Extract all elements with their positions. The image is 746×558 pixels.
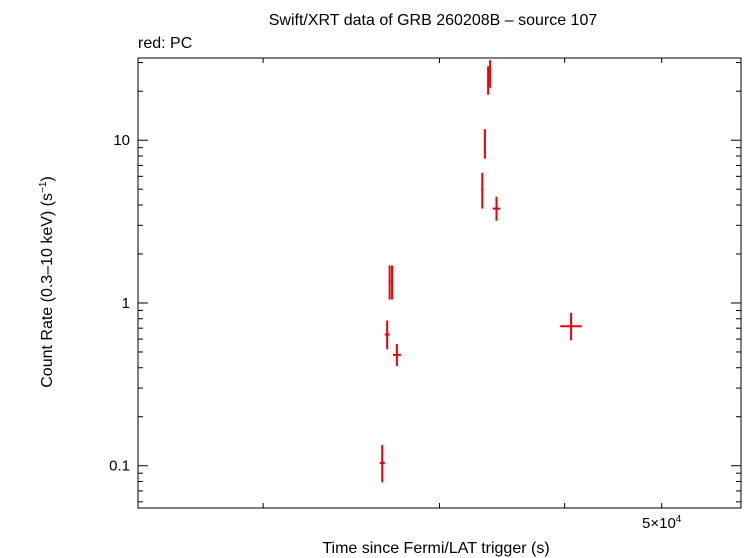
data-point xyxy=(481,172,484,209)
x-axis-label: Time since Fermi/LAT trigger (s) xyxy=(322,540,549,557)
y-tick-label: 0.1 xyxy=(109,458,130,475)
y-axis-label-sup: −1 xyxy=(38,181,49,193)
y-axis-label-main: Count Rate (0.3–10 keV) (s xyxy=(39,193,56,388)
data-series-pc xyxy=(379,60,582,483)
y-axis-label: Count Rate (0.3–10 keV) (s−1) xyxy=(38,176,56,388)
y-tick-label: 1 xyxy=(122,295,130,312)
data-point xyxy=(392,343,401,367)
data-point xyxy=(391,265,394,300)
plot-frame xyxy=(137,57,742,509)
x-tick-label: 5×104 xyxy=(642,514,682,532)
chart-title: Swift/XRT data of GRB 260208B – source 1… xyxy=(269,12,598,29)
x-axis: 5×104 xyxy=(262,58,742,532)
y-axis-label-tail: ) xyxy=(39,176,56,181)
y-tick-label: 10 xyxy=(113,132,130,149)
y-axis: 0.1 1 10 xyxy=(109,62,741,503)
data-point xyxy=(384,320,390,350)
data-point xyxy=(560,312,582,341)
data-point xyxy=(483,129,486,159)
chart-subtitle: red: PC xyxy=(138,35,192,52)
data-point xyxy=(487,66,490,95)
data-point xyxy=(379,445,385,483)
data-point xyxy=(492,196,501,221)
data-point xyxy=(388,265,391,300)
data-point xyxy=(489,60,492,88)
